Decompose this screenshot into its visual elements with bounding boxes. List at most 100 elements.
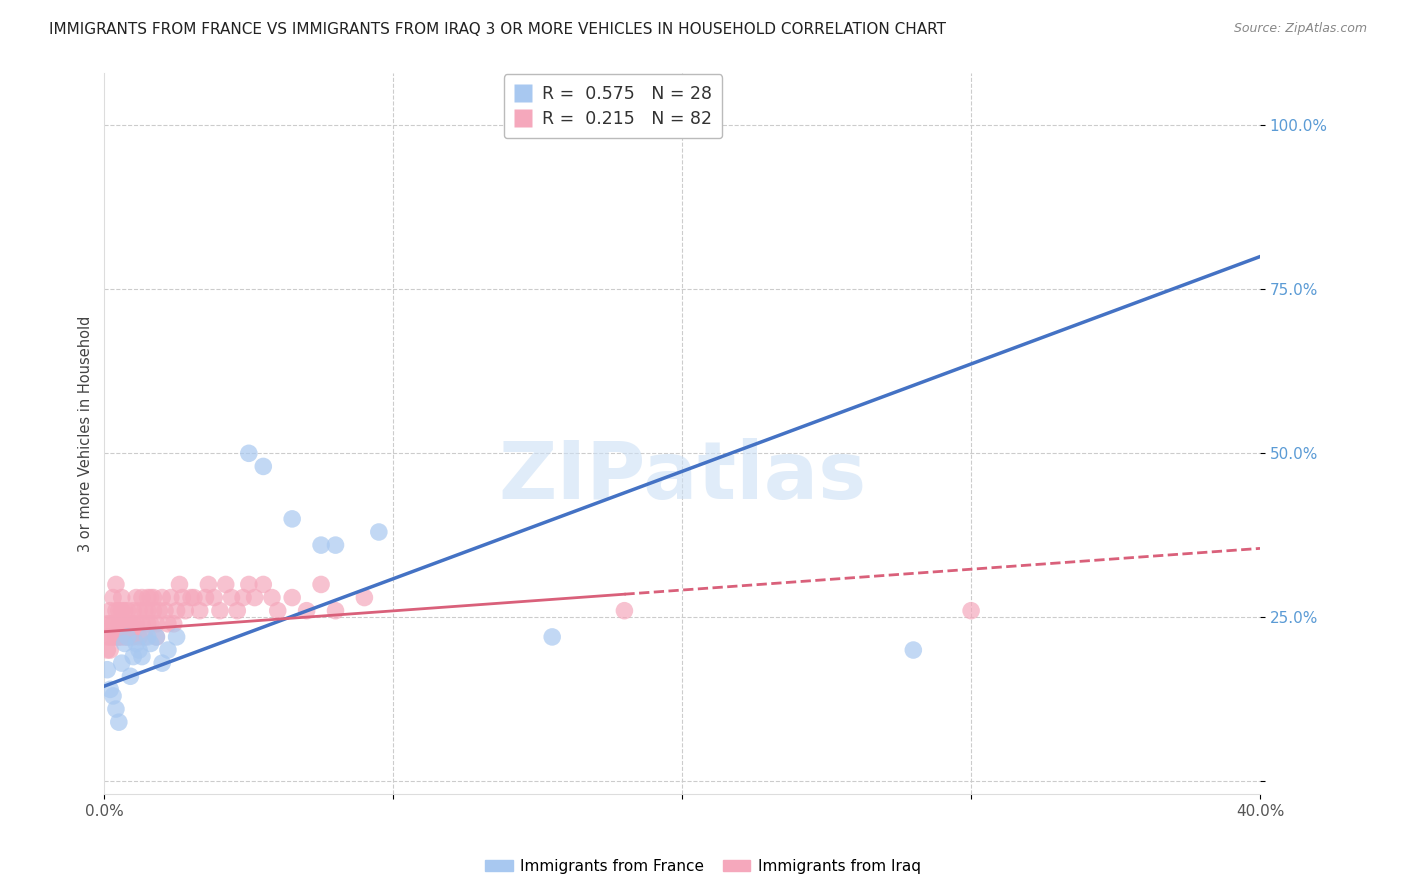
Point [202,591,225,605]
Point [111,591,134,605]
Point [131,616,153,631]
Point [98,643,121,657]
Point [98,630,121,644]
Point [142,604,165,618]
Point [156,643,179,657]
Legend: Immigrants from France, Immigrants from Iraq: Immigrants from France, Immigrants from … [479,853,927,880]
Point [117,616,139,631]
Point [111,616,134,631]
Point [96,643,118,657]
Point [128,604,150,618]
Point [267,604,290,618]
Point [148,604,170,618]
Point [903,643,925,657]
Point [172,591,194,605]
Point [145,616,167,631]
Point [128,643,150,657]
Point [197,577,219,591]
Point [104,604,127,618]
Point [136,591,159,605]
Point [98,682,121,697]
Point [122,604,145,618]
Point [139,636,162,650]
Point [960,604,983,618]
Point [150,591,173,605]
Point [309,538,332,552]
Point [114,616,136,631]
Point [169,577,191,591]
Point [101,616,124,631]
Point [114,604,136,618]
Point [325,538,347,552]
Point [243,591,266,605]
Point [125,616,148,631]
Point [125,636,148,650]
Point [111,656,134,670]
Point [136,616,159,631]
Point [134,630,156,644]
Point [188,604,211,618]
Point [111,630,134,644]
Point [111,604,134,618]
Point [221,591,243,605]
Text: ZIPatlas: ZIPatlas [498,438,866,516]
Point [142,591,165,605]
Point [128,630,150,644]
Point [226,604,249,618]
Point [252,459,274,474]
Point [166,630,188,644]
Point [117,630,139,644]
Point [114,636,136,650]
Point [541,630,564,644]
Point [117,630,139,644]
Point [96,616,118,631]
Point [122,616,145,631]
Point [166,604,188,618]
Point [136,630,159,644]
Point [114,630,136,644]
Point [163,616,186,631]
Point [325,604,347,618]
Point [122,649,145,664]
Point [108,604,131,618]
Point [131,591,153,605]
Point [108,715,131,730]
Point [281,591,304,605]
Point [134,604,156,618]
Point [238,446,260,460]
Point [139,616,162,631]
Text: IMMIGRANTS FROM FRANCE VS IMMIGRANTS FROM IRAQ 3 OR MORE VEHICLES IN HOUSEHOLD C: IMMIGRANTS FROM FRANCE VS IMMIGRANTS FRO… [49,22,946,37]
Point [295,604,318,618]
Point [122,630,145,644]
Point [613,604,636,618]
Point [353,591,375,605]
Point [153,604,176,618]
Point [120,669,142,683]
Point [183,591,205,605]
Point [125,591,148,605]
Point [120,630,142,644]
Point [131,649,153,664]
Point [98,604,121,618]
Legend: R =  0.575   N = 28, R =  0.215   N = 82: R = 0.575 N = 28, R = 0.215 N = 82 [503,74,723,138]
Point [145,630,167,644]
Point [104,577,127,591]
Point [367,524,389,539]
Point [101,689,124,703]
Point [174,604,197,618]
Y-axis label: 3 or more Vehicles in Household: 3 or more Vehicles in Household [79,316,93,552]
Point [120,616,142,631]
Point [96,663,118,677]
Point [160,591,183,605]
Point [101,591,124,605]
Point [108,630,131,644]
Point [104,702,127,716]
Point [252,577,274,591]
Point [156,616,179,631]
Point [108,616,131,631]
Point [136,604,159,618]
Point [232,591,254,605]
Point [101,630,124,644]
Point [108,630,131,644]
Point [281,512,304,526]
